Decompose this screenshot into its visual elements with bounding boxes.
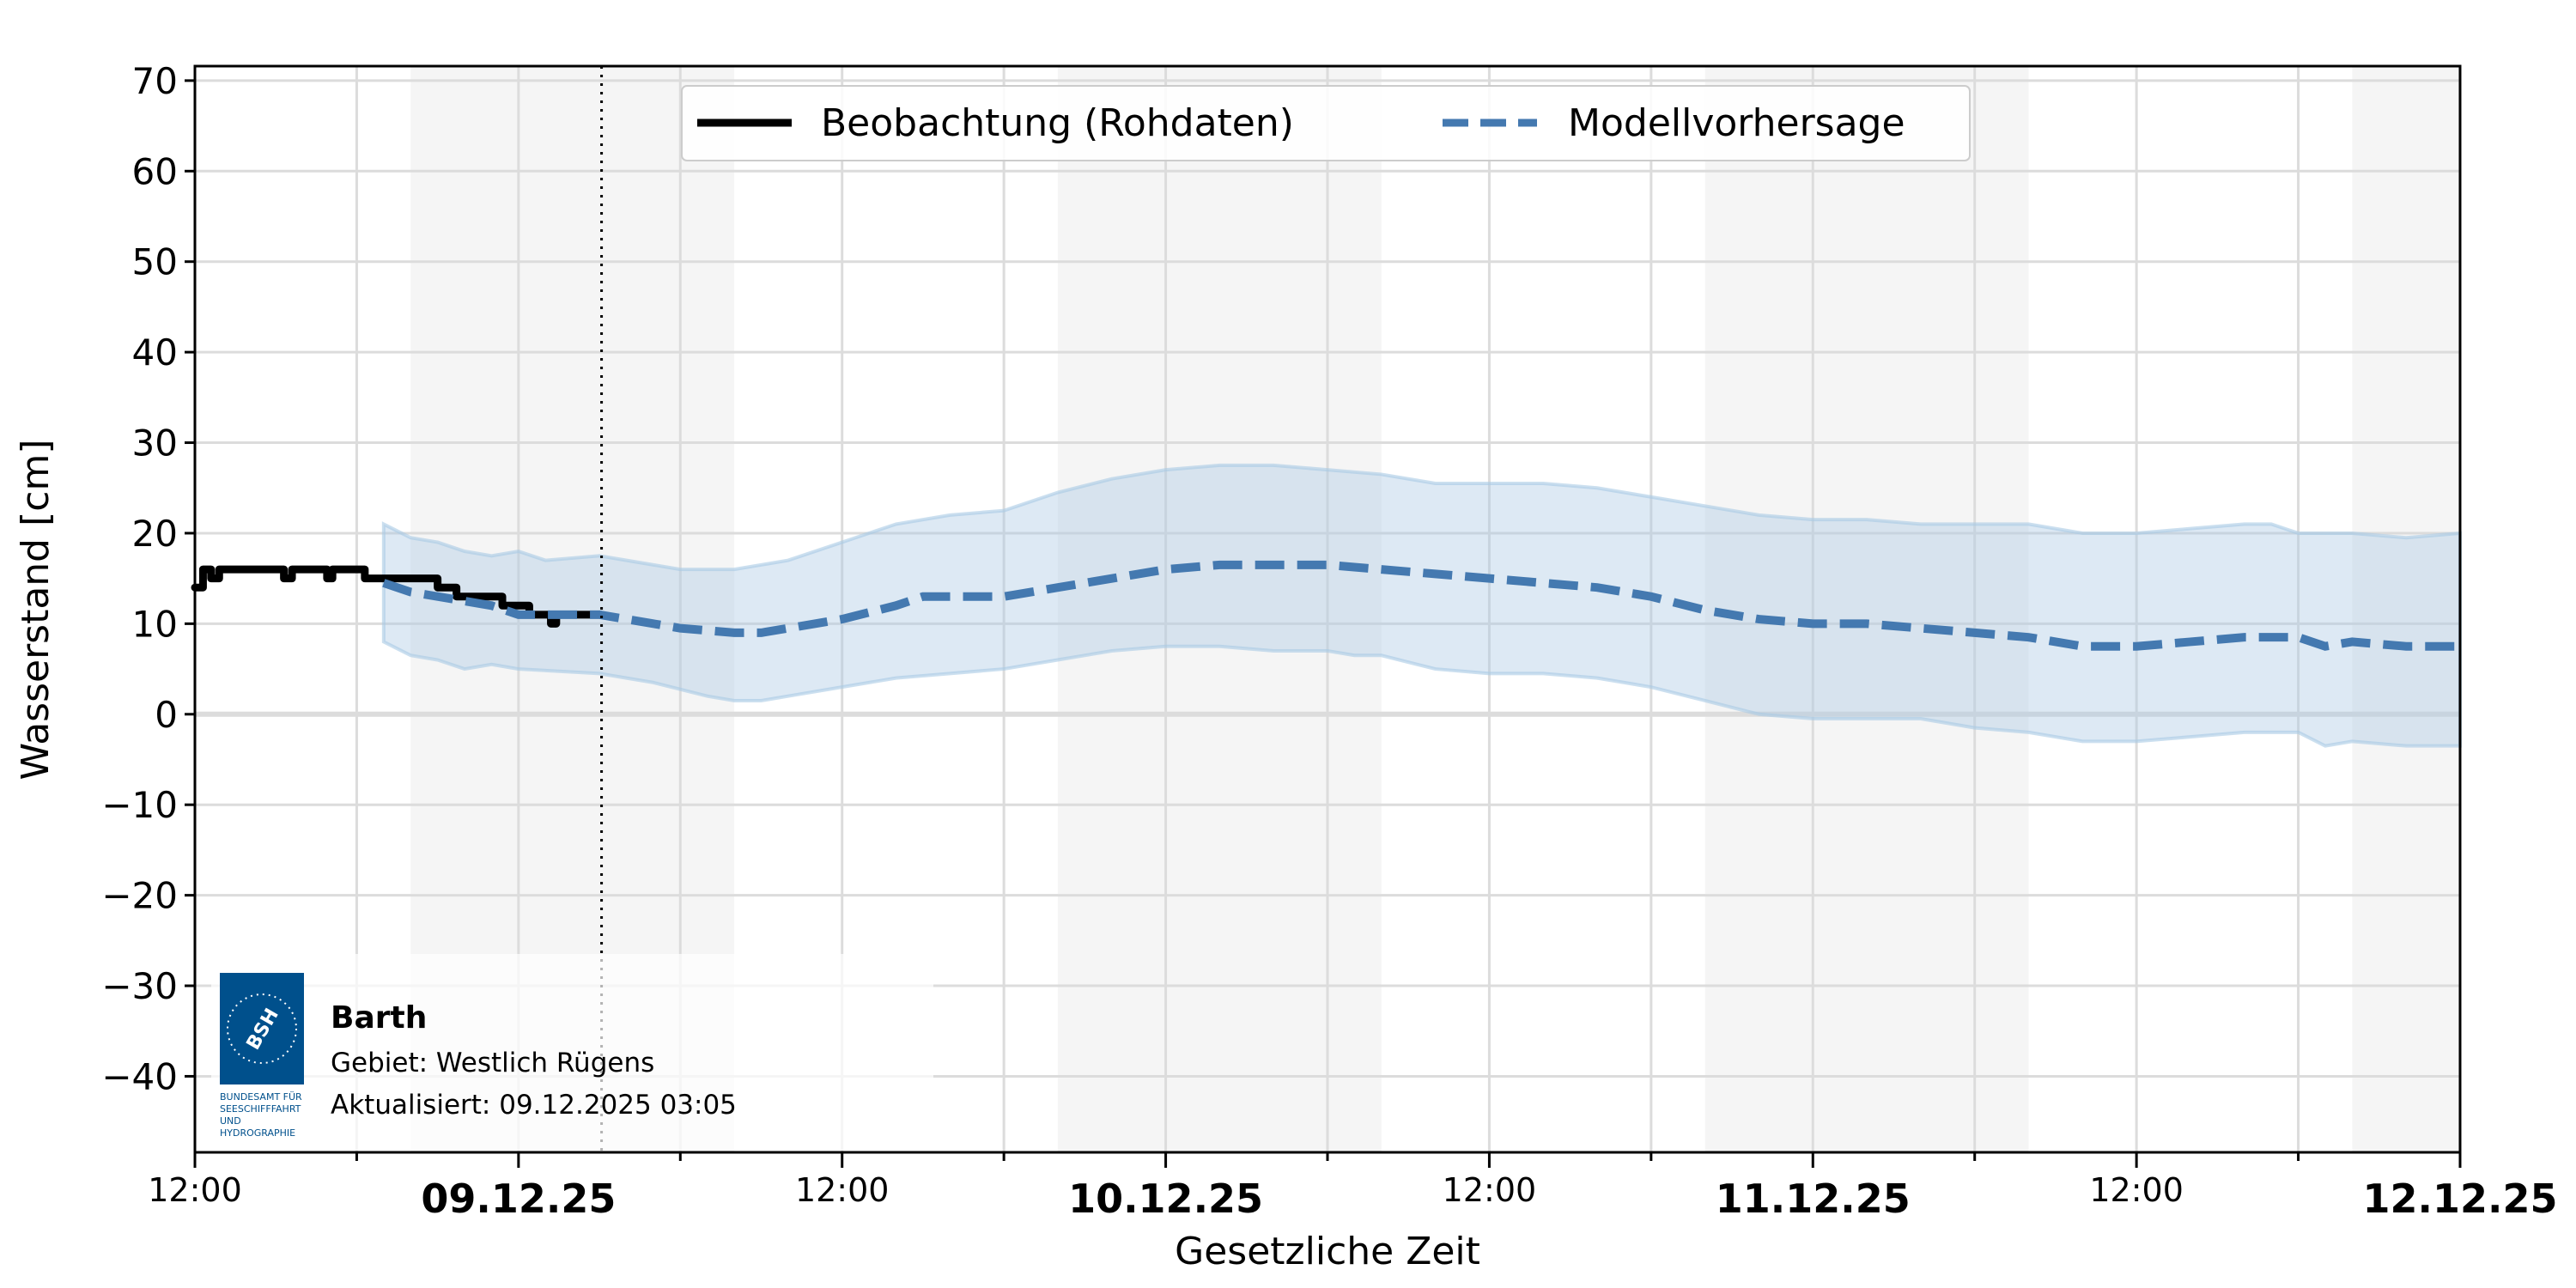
y-tick-label: 50 (132, 241, 178, 283)
axes: −40 −30 −20 −10 0 10 20 30 40 50 60 70 12:00 09.12.25… (101, 60, 2557, 1222)
legend-label-observation: Beobachtung (Rohdaten) (821, 101, 1294, 145)
legend-label-forecast: Modellvorhersage (1568, 101, 1905, 145)
x-tick-label: 09.12.25 (421, 1176, 616, 1222)
station-name: Barth (331, 1000, 427, 1036)
y-tick-label: −40 (101, 1055, 178, 1097)
logo-caption: BUNDESAMT FÜR SEESCHIFFFAHRT UND HYDROGRAPH… (220, 1091, 302, 1139)
bsh-logo: BSH BUNDESAMT FÜR SEESCHIFFFAHRT UND HYDROG… (220, 973, 304, 1139)
x-tick-label: 10.12.25 (1068, 1176, 1263, 1222)
updated-timestamp: Aktualisiert: 09.12.2025 03:05 (331, 1090, 737, 1121)
y-tick-label: −10 (101, 784, 178, 826)
y-tick-label: 60 (132, 150, 178, 192)
y-tick-label: 40 (132, 331, 178, 374)
night-shade (2352, 66, 2460, 1152)
y-tick-label: 30 (132, 422, 178, 465)
legend-box (681, 85, 1971, 161)
station-area: Gebiet: Westlich Rügens (331, 1048, 654, 1078)
logo-square (220, 973, 304, 1084)
info-box: BSH BUNDESAMT FÜR SEESCHIFFFAHRT UND HYDROG… (211, 954, 933, 1151)
y-tick-label: 10 (132, 603, 178, 645)
forecast-line (382, 560, 2460, 651)
y-tick-label: 20 (132, 513, 178, 555)
confidence-band (381, 463, 2462, 748)
x-tick-label: 12:00 (2089, 1171, 2184, 1209)
y-tick-label: −20 (101, 875, 178, 917)
legend: Beobachtung (Rohdaten) Modellvorhersage (681, 85, 1971, 161)
x-tick-label: 12:00 (1443, 1171, 1537, 1209)
x-tick-label: 12:00 (795, 1171, 890, 1209)
logo-ring (227, 993, 297, 1064)
info-box-background (211, 954, 933, 1151)
series (191, 560, 2460, 651)
y-tick-label: 0 (155, 694, 178, 736)
x-axis-label: Gesetzliche Zeit (1175, 1230, 1480, 1273)
x-tick-label: 12.12.25 (2363, 1176, 2558, 1222)
y-tick-label: −30 (101, 965, 178, 1007)
y-tick-label: 70 (132, 60, 178, 102)
y-axis-label: Wasserstand [cm] (14, 440, 58, 781)
logo-caption-line: BUNDESAMT FÜR (220, 1091, 302, 1103)
logo-caption-line: UND (220, 1115, 241, 1127)
logo-caption-line: SEESCHIFFFAHRT (220, 1103, 301, 1115)
x-tick-label: 12:00 (148, 1171, 242, 1209)
forecast-band (381, 463, 2462, 748)
logo-caption-line: HYDROGRAPHIE (220, 1127, 295, 1139)
x-tick-label: 11.12.25 (1716, 1176, 1911, 1222)
